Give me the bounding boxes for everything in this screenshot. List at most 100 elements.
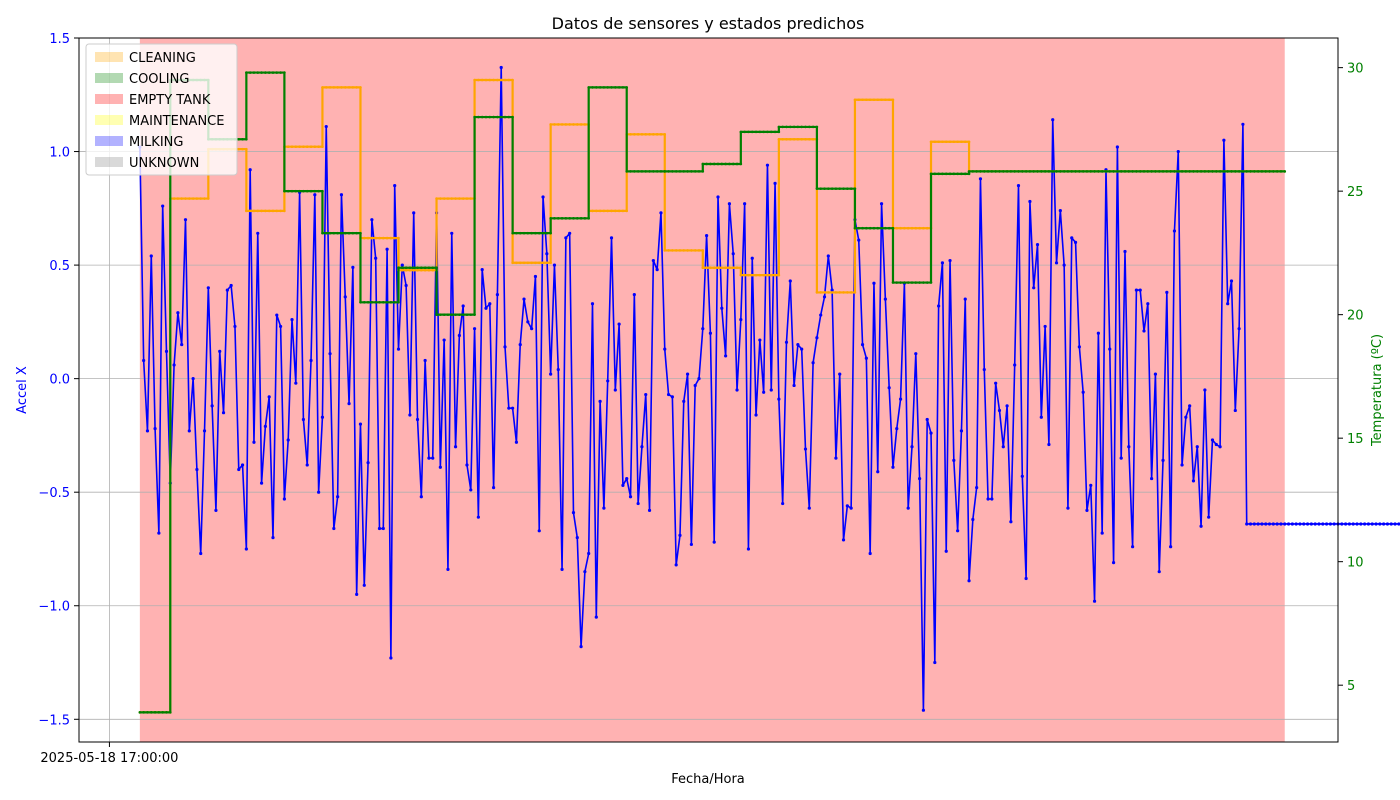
data-point-accel-x <box>526 320 530 324</box>
data-point-temperature <box>777 137 781 141</box>
data-point-accel-x <box>1085 508 1089 512</box>
data-point-temperature <box>865 98 868 102</box>
data-point-accel-x <box>937 304 941 308</box>
data-point-temperature <box>564 123 568 126</box>
data-point-temperature <box>1081 170 1085 173</box>
data-point-accel-x <box>549 372 553 376</box>
data-point-accel-x <box>564 236 568 240</box>
data-point-accel-x <box>1191 479 1196 483</box>
data-point-temperature <box>305 145 309 148</box>
data-point-temperature <box>526 261 530 265</box>
data-point-accel-x <box>252 440 256 444</box>
data-point-accel-x <box>895 427 899 431</box>
data-point-accel-x <box>530 327 534 331</box>
data-point-temperature <box>941 140 944 144</box>
data-point-accel-x <box>685 372 690 376</box>
data-point-temperature <box>370 236 374 240</box>
data-point-temperature <box>359 301 362 304</box>
plot-frame <box>78 37 1339 743</box>
data-point-temperature <box>769 130 773 134</box>
data-point-temperature <box>682 249 686 252</box>
data-point-accel-x <box>339 193 344 197</box>
data-point-temperature <box>594 86 598 89</box>
data-point-temperature <box>625 86 629 89</box>
data-point-temperature <box>245 147 248 151</box>
data-point-temperature <box>743 273 746 277</box>
data-point-accel-x <box>248 168 252 172</box>
data-point-temperature <box>663 249 667 252</box>
x-axis-label: Fecha/Hora <box>671 772 745 787</box>
data-point-accel-x <box>259 481 264 485</box>
data-point-accel-x <box>537 529 541 533</box>
data-point-temperature <box>872 98 876 102</box>
data-point-accel-x <box>693 383 697 388</box>
data-point-accel-x <box>678 533 682 537</box>
data-point-temperature <box>807 125 811 129</box>
data-point-temperature <box>614 209 617 213</box>
data-point-temperature <box>1256 170 1260 173</box>
data-point-temperature <box>245 71 248 74</box>
data-point-accel-x <box>142 358 146 363</box>
data-point-accel-x <box>956 529 960 533</box>
data-point-accel-x <box>1256 522 1260 526</box>
data-point-accel-x <box>743 202 747 206</box>
data-point-temperature <box>321 145 324 148</box>
data-point-accel-x <box>233 324 237 329</box>
data-point-accel-x <box>765 163 770 167</box>
y-left-tick-label: 0.5 <box>49 259 70 274</box>
data-point-temperature <box>1097 170 1100 173</box>
data-point-accel-x <box>1229 279 1234 283</box>
data-point-accel-x <box>784 340 789 344</box>
data-point-temperature <box>515 261 518 265</box>
data-point-accel-x <box>1355 522 1359 526</box>
data-point-accel-x <box>1385 522 1390 526</box>
data-point-accel-x <box>754 413 758 417</box>
data-point-temperature <box>583 123 587 126</box>
data-point-accel-x <box>640 445 644 449</box>
data-point-accel-x <box>381 526 385 531</box>
state-span-empty-tank <box>139 38 1285 742</box>
data-point-accel-x <box>590 302 595 306</box>
y-right-tick-label: 15 <box>1347 432 1364 447</box>
data-point-accel-x <box>621 483 625 487</box>
state-spans <box>139 38 1285 742</box>
legend-swatch <box>95 52 123 62</box>
data-point-temperature <box>461 197 465 200</box>
data-point-temperature <box>792 125 796 129</box>
data-point-temperature <box>933 172 937 176</box>
data-point-temperature <box>423 268 427 272</box>
data-point-temperature <box>815 187 819 190</box>
data-point-accel-x <box>838 372 842 376</box>
data-point-accel-x <box>746 547 751 551</box>
data-point-temperature <box>1146 170 1150 173</box>
data-point-accel-x <box>819 313 823 317</box>
data-point-accel-x <box>1188 404 1192 408</box>
data-point-temperature <box>906 281 910 284</box>
data-point-temperature <box>473 115 476 119</box>
data-point-accel-x <box>1286 522 1291 526</box>
data-point-temperature <box>701 249 705 252</box>
data-point-accel-x <box>1233 408 1237 413</box>
data-point-accel-x <box>906 506 910 510</box>
data-point-accel-x <box>415 417 420 422</box>
data-point-accel-x <box>1100 531 1104 535</box>
data-point-temperature <box>1199 170 1203 173</box>
data-point-accel-x <box>1035 243 1040 247</box>
data-point-temperature <box>279 209 282 213</box>
data-point-temperature <box>1222 170 1226 173</box>
data-point-accel-x <box>172 363 176 367</box>
data-point-temperature <box>332 86 336 89</box>
data-point-accel-x <box>1237 327 1241 331</box>
data-point-accel-x <box>1058 208 1062 213</box>
data-point-temperature <box>450 313 454 316</box>
data-point-temperature <box>1264 170 1268 173</box>
data-point-temperature <box>568 217 571 220</box>
data-point-temperature <box>313 145 317 148</box>
data-point-temperature <box>1214 170 1218 173</box>
data-point-accel-x <box>556 367 560 372</box>
data-point-temperature <box>404 266 408 270</box>
data-point-accel-x <box>560 567 564 572</box>
data-point-temperature <box>1085 170 1089 173</box>
data-point-temperature <box>397 301 400 304</box>
data-point-accel-x <box>286 438 290 442</box>
